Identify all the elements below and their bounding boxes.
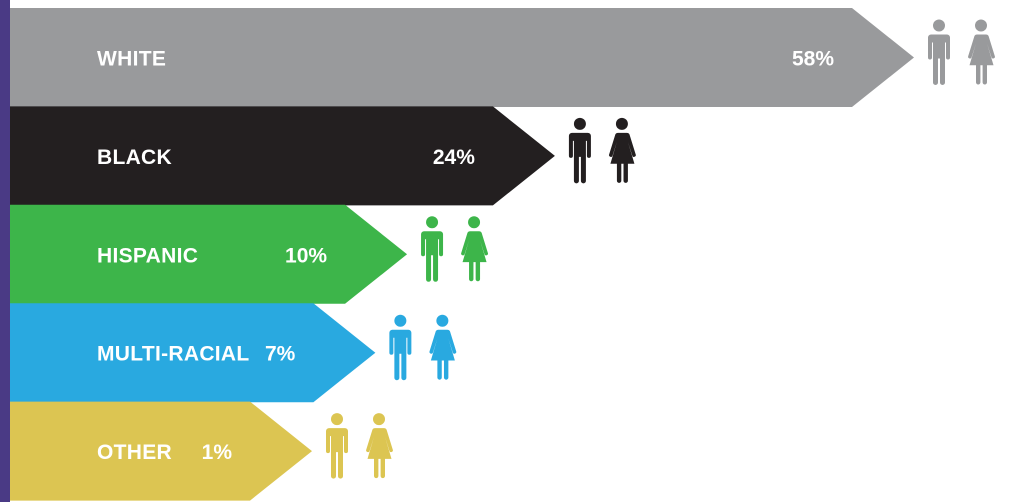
value-label: 24% xyxy=(433,146,475,169)
woman-icon xyxy=(366,413,393,479)
value-label: 1% xyxy=(202,441,233,464)
bar-row: HISPANIC 10% xyxy=(10,204,488,304)
man-icon xyxy=(928,19,950,85)
category-label: WHITE xyxy=(97,48,166,71)
left-accent-stripe xyxy=(0,0,10,502)
man-icon xyxy=(326,413,348,479)
woman-icon xyxy=(429,314,457,380)
category-label: MULTI-RACIAL xyxy=(97,343,250,366)
man-icon xyxy=(421,216,444,282)
value-label: 10% xyxy=(285,244,327,267)
category-label: OTHER xyxy=(97,441,172,464)
bar xyxy=(10,106,555,206)
woman-icon xyxy=(609,117,636,183)
bar-row: BLACK 24% xyxy=(10,106,636,206)
value-label: 7% xyxy=(265,343,296,366)
category-label: BLACK xyxy=(97,146,172,169)
value-label: 58% xyxy=(792,48,834,71)
bar-row: OTHER 1% xyxy=(10,401,393,501)
woman-icon xyxy=(968,19,995,85)
bar xyxy=(10,8,914,107)
bar xyxy=(10,303,376,403)
bar-row: WHITE 58% xyxy=(10,8,995,107)
man-icon xyxy=(389,314,412,381)
category-label: HISPANIC xyxy=(97,244,198,267)
man-icon xyxy=(568,117,591,184)
woman-icon xyxy=(461,216,488,282)
bar xyxy=(10,401,312,501)
bar-row: MULTI-RACIAL 7% xyxy=(10,303,457,403)
bar xyxy=(10,204,408,304)
